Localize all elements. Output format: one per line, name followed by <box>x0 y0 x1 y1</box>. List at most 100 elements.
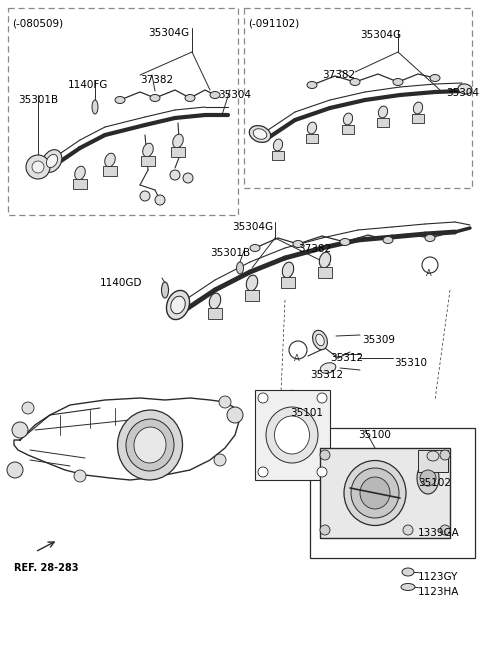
Text: 1339GA: 1339GA <box>418 528 460 538</box>
Bar <box>418 450 448 472</box>
Ellipse shape <box>275 416 310 454</box>
Text: REF. 28-283: REF. 28-283 <box>14 563 79 573</box>
Ellipse shape <box>249 126 271 143</box>
Ellipse shape <box>209 293 221 309</box>
Ellipse shape <box>253 129 267 139</box>
Text: 37382: 37382 <box>140 75 173 85</box>
Bar <box>272 151 284 160</box>
Text: 35301B: 35301B <box>18 95 58 105</box>
Ellipse shape <box>320 363 336 373</box>
Ellipse shape <box>393 78 403 86</box>
Text: 1123HA: 1123HA <box>418 587 459 597</box>
Text: 1140GD: 1140GD <box>100 278 143 288</box>
Circle shape <box>170 170 180 180</box>
Circle shape <box>420 470 436 486</box>
Ellipse shape <box>161 282 168 298</box>
Text: 37382: 37382 <box>298 244 331 254</box>
Ellipse shape <box>383 237 393 244</box>
Text: 35301B: 35301B <box>210 248 250 258</box>
Bar <box>318 267 332 278</box>
Bar <box>208 308 222 319</box>
Ellipse shape <box>143 143 153 157</box>
Ellipse shape <box>210 91 220 98</box>
Circle shape <box>183 173 193 183</box>
Ellipse shape <box>105 153 115 167</box>
Circle shape <box>12 422 28 438</box>
Bar <box>141 156 155 166</box>
Ellipse shape <box>402 568 414 576</box>
Ellipse shape <box>344 461 406 526</box>
Circle shape <box>214 454 226 466</box>
Circle shape <box>26 155 50 179</box>
Bar <box>73 179 87 189</box>
Ellipse shape <box>350 78 360 86</box>
Ellipse shape <box>307 122 317 134</box>
Text: 1140FG: 1140FG <box>68 80 108 90</box>
Ellipse shape <box>401 583 415 590</box>
Bar <box>281 277 295 288</box>
Ellipse shape <box>343 113 353 125</box>
Bar <box>320 448 450 538</box>
Ellipse shape <box>425 235 435 242</box>
Ellipse shape <box>417 462 439 494</box>
Ellipse shape <box>319 252 331 268</box>
Circle shape <box>32 161 44 173</box>
Ellipse shape <box>307 82 317 89</box>
Text: 1123GY: 1123GY <box>418 572 458 582</box>
Ellipse shape <box>47 154 58 168</box>
Text: (-080509): (-080509) <box>12 18 63 28</box>
Ellipse shape <box>246 275 258 291</box>
Circle shape <box>440 450 450 460</box>
Text: 35304G: 35304G <box>148 28 189 38</box>
Bar <box>310 428 475 558</box>
Ellipse shape <box>282 262 294 278</box>
Bar <box>412 114 424 123</box>
Ellipse shape <box>92 100 98 114</box>
Circle shape <box>317 467 327 477</box>
Circle shape <box>320 525 330 535</box>
Ellipse shape <box>171 296 185 314</box>
Ellipse shape <box>430 75 440 82</box>
Ellipse shape <box>274 139 283 151</box>
Ellipse shape <box>340 238 350 246</box>
Circle shape <box>22 402 34 414</box>
Ellipse shape <box>75 166 85 179</box>
Ellipse shape <box>360 477 390 509</box>
Ellipse shape <box>293 240 303 248</box>
Circle shape <box>219 396 231 408</box>
Circle shape <box>317 393 327 403</box>
Ellipse shape <box>173 134 183 148</box>
Ellipse shape <box>266 407 318 463</box>
Circle shape <box>258 393 268 403</box>
Ellipse shape <box>126 419 174 471</box>
Circle shape <box>155 195 165 205</box>
Ellipse shape <box>312 330 327 350</box>
Ellipse shape <box>185 95 195 102</box>
Ellipse shape <box>413 102 422 114</box>
Bar <box>377 118 389 127</box>
Bar <box>342 125 354 134</box>
Ellipse shape <box>150 95 160 102</box>
Text: 35102: 35102 <box>418 478 451 488</box>
Ellipse shape <box>351 468 399 518</box>
Text: 35312: 35312 <box>330 353 363 363</box>
Text: A: A <box>294 354 300 363</box>
Ellipse shape <box>42 150 62 172</box>
Text: 35100: 35100 <box>358 430 391 440</box>
Text: 35101: 35101 <box>290 408 323 418</box>
Text: A: A <box>426 269 432 278</box>
Bar <box>8 8 238 215</box>
Ellipse shape <box>118 410 182 480</box>
Ellipse shape <box>458 84 472 94</box>
Ellipse shape <box>316 334 324 346</box>
Bar <box>255 390 330 480</box>
Text: 35310: 35310 <box>394 358 427 368</box>
Ellipse shape <box>250 244 260 251</box>
Circle shape <box>289 341 307 359</box>
Ellipse shape <box>167 290 190 319</box>
Circle shape <box>140 191 150 201</box>
Circle shape <box>440 525 450 535</box>
Bar <box>244 8 472 188</box>
Text: 35309: 35309 <box>362 335 395 345</box>
Circle shape <box>320 450 330 460</box>
